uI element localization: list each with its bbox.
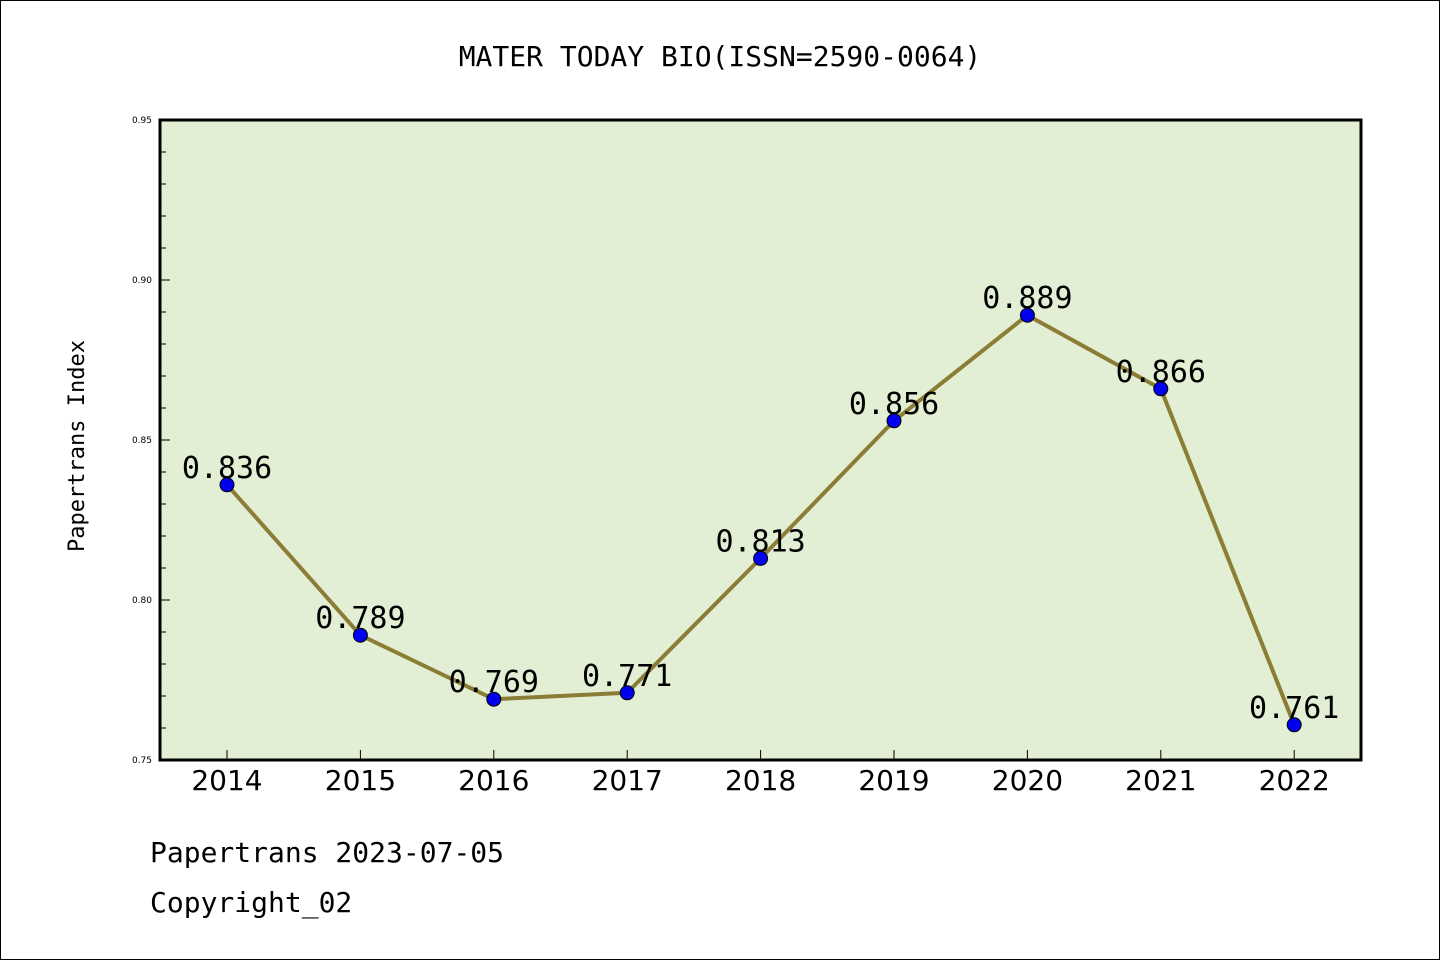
- x-tick-label: 2014: [191, 764, 262, 797]
- data-labels: 0.836 0.789 0.769 0.771 0.813 0.856 0.889 0.866…: [182, 281, 1340, 726]
- data-label: 0.889: [982, 281, 1072, 316]
- series-line-group: [219, 307, 1302, 733]
- x-axis-ticks: 2014 2015 2016 2017 2018 2019 2020 2021 2022: [191, 750, 1330, 797]
- data-point: [1153, 381, 1169, 397]
- x-tick-label: 2020: [992, 764, 1063, 797]
- data-label: 0.789: [315, 601, 405, 636]
- chart-title: MATER TODAY BIO(ISSN=2590-0064): [459, 40, 982, 73]
- y-tick-label: 0.90: [132, 276, 152, 286]
- plot-area: [158, 118, 1363, 762]
- y-tick-label: 0.75: [132, 756, 152, 766]
- data-point: [886, 413, 902, 429]
- y-tick-label: 0.85: [132, 436, 152, 446]
- data-label: 0.866: [1116, 355, 1206, 390]
- x-tick-label: 2018: [725, 764, 796, 797]
- data-point: [753, 550, 769, 566]
- data-label: 0.769: [449, 665, 539, 700]
- y-tick-label: 0.80: [132, 596, 152, 606]
- data-point: [619, 685, 635, 701]
- x-tick-label: 2017: [592, 764, 663, 797]
- data-point: [352, 627, 368, 643]
- data-point: [219, 477, 235, 493]
- data-point: [1286, 717, 1302, 733]
- x-tick-label: 2016: [458, 764, 529, 797]
- y-axis-label: Papertrans Index: [65, 340, 90, 552]
- data-label: 0.771: [582, 659, 672, 694]
- y-tick-label: 0.95: [132, 116, 152, 126]
- data-point: [1019, 307, 1035, 323]
- x-tick-label: 2015: [325, 764, 396, 797]
- data-label: 0.856: [849, 387, 939, 422]
- y-axis-ticks: 0.75 0.80 0.85 0.90 0.95: [132, 116, 170, 766]
- footer-source-date: Papertrans 2023-07-05: [150, 836, 505, 869]
- footer-copyright: Copyright_02: [150, 886, 353, 919]
- data-label: 0.761: [1249, 691, 1339, 726]
- x-tick-label: 2022: [1259, 764, 1330, 797]
- data-label: 0.813: [715, 524, 805, 559]
- data-point: [486, 691, 502, 707]
- data-label: 0.836: [182, 451, 272, 486]
- x-tick-label: 2021: [1125, 764, 1196, 797]
- x-tick-label: 2019: [858, 764, 929, 797]
